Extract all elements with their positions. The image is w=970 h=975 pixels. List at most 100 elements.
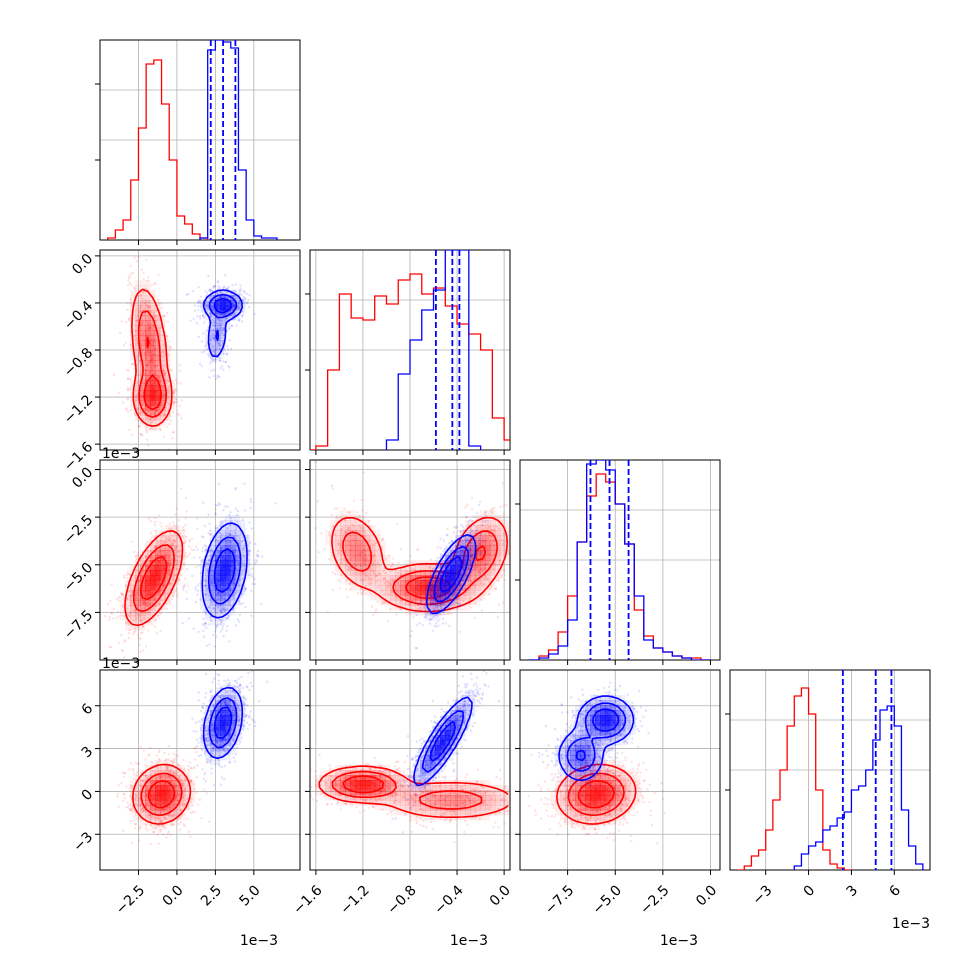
density-cell bbox=[165, 785, 170, 790]
scatter-point bbox=[213, 784, 215, 786]
scatter-point bbox=[261, 555, 263, 557]
density-cell bbox=[235, 535, 240, 540]
scatter-point bbox=[156, 632, 158, 634]
scatter-point bbox=[163, 435, 165, 437]
scatter-point bbox=[226, 345, 228, 347]
scatter-point bbox=[213, 677, 215, 679]
scatter-point bbox=[168, 522, 170, 524]
scatter-point bbox=[127, 572, 129, 574]
density-cell bbox=[170, 390, 175, 395]
scatter-point bbox=[134, 823, 136, 825]
scatter-point bbox=[241, 320, 243, 322]
scatter-point bbox=[166, 312, 168, 314]
scatter-point bbox=[218, 483, 220, 485]
scatter-point bbox=[171, 437, 173, 439]
scatter-point bbox=[249, 507, 251, 509]
density-cell bbox=[225, 575, 230, 580]
density-cell bbox=[180, 530, 185, 535]
scatter-point bbox=[202, 702, 204, 704]
scatter-point bbox=[133, 819, 135, 821]
density-cell bbox=[225, 680, 230, 685]
scatter-point bbox=[371, 605, 373, 607]
density-cell bbox=[230, 545, 235, 550]
scatter-point bbox=[186, 818, 188, 820]
scatter-point bbox=[120, 320, 122, 322]
scatter-point bbox=[254, 543, 256, 545]
scatter-point bbox=[172, 521, 174, 523]
scatter-point bbox=[197, 804, 199, 806]
scatter-point bbox=[115, 617, 117, 619]
scatter-point bbox=[194, 758, 196, 760]
scatter-point bbox=[108, 619, 110, 621]
scatter-point bbox=[199, 315, 201, 317]
density-cell bbox=[160, 565, 165, 570]
density-cell bbox=[150, 400, 155, 405]
scatter-point bbox=[152, 831, 154, 833]
scatter-point bbox=[250, 498, 252, 500]
scatter-point bbox=[198, 755, 200, 757]
density-cell bbox=[160, 790, 165, 795]
scatter-point bbox=[251, 670, 253, 672]
scatter-point bbox=[168, 753, 170, 755]
scatter-point bbox=[193, 811, 195, 813]
scatter-point bbox=[199, 317, 201, 319]
scatter-point bbox=[157, 274, 159, 276]
scatter-point bbox=[201, 706, 203, 708]
scatter-point bbox=[125, 321, 127, 323]
scatter-point bbox=[237, 678, 239, 680]
scatter-point bbox=[326, 611, 328, 613]
scatter-point bbox=[252, 583, 254, 585]
density-cell bbox=[205, 560, 210, 565]
scatter-point bbox=[198, 720, 200, 722]
scatter-point bbox=[133, 631, 135, 633]
scatter-point bbox=[215, 627, 217, 629]
scatter-point bbox=[222, 360, 224, 362]
scatter-point bbox=[119, 332, 121, 334]
scatter-point bbox=[229, 339, 231, 341]
density-red-fill bbox=[130, 760, 195, 830]
density-cell bbox=[135, 380, 140, 385]
scatter-point bbox=[186, 598, 188, 600]
scatter-point bbox=[266, 681, 268, 683]
density-cell bbox=[160, 350, 165, 355]
scatter-point bbox=[195, 791, 197, 793]
scatter-point bbox=[203, 321, 205, 323]
scatter-point bbox=[218, 674, 220, 676]
scatter-point bbox=[127, 570, 129, 572]
scatter-point bbox=[180, 821, 182, 823]
density-cell bbox=[225, 590, 230, 595]
scatter-point bbox=[113, 608, 115, 610]
scatter-point bbox=[227, 348, 229, 350]
density-cell bbox=[140, 605, 145, 610]
scatter-point bbox=[137, 256, 139, 258]
scatter-point bbox=[131, 541, 133, 543]
density-cell bbox=[180, 800, 185, 805]
scatter-panel-1-2 bbox=[305, 460, 523, 665]
scatter-point bbox=[220, 784, 222, 786]
density-cell bbox=[160, 345, 165, 350]
scatter-point bbox=[195, 722, 197, 724]
scatter-point bbox=[200, 754, 202, 756]
density-cell bbox=[145, 575, 150, 580]
scatter-point bbox=[182, 526, 184, 528]
density-cell bbox=[240, 545, 245, 550]
density-cell bbox=[215, 725, 220, 730]
scatter-point bbox=[192, 290, 194, 292]
scatter-point bbox=[195, 545, 197, 547]
density-cell bbox=[225, 700, 230, 705]
scatter-point bbox=[247, 672, 249, 674]
density-cell bbox=[160, 795, 165, 800]
scatter-point bbox=[240, 733, 242, 735]
density-cell bbox=[165, 555, 170, 560]
scatter-point bbox=[215, 513, 217, 515]
scatter-point bbox=[196, 528, 198, 530]
scatter-point bbox=[213, 375, 215, 377]
density-cell bbox=[205, 595, 210, 600]
scatter-point bbox=[195, 730, 197, 732]
scatter-point bbox=[141, 631, 143, 633]
scatter-point bbox=[109, 600, 111, 602]
scatter-point bbox=[251, 665, 253, 667]
scatter-point bbox=[207, 275, 209, 277]
density-cell bbox=[215, 345, 220, 350]
scatter-point bbox=[117, 793, 119, 795]
